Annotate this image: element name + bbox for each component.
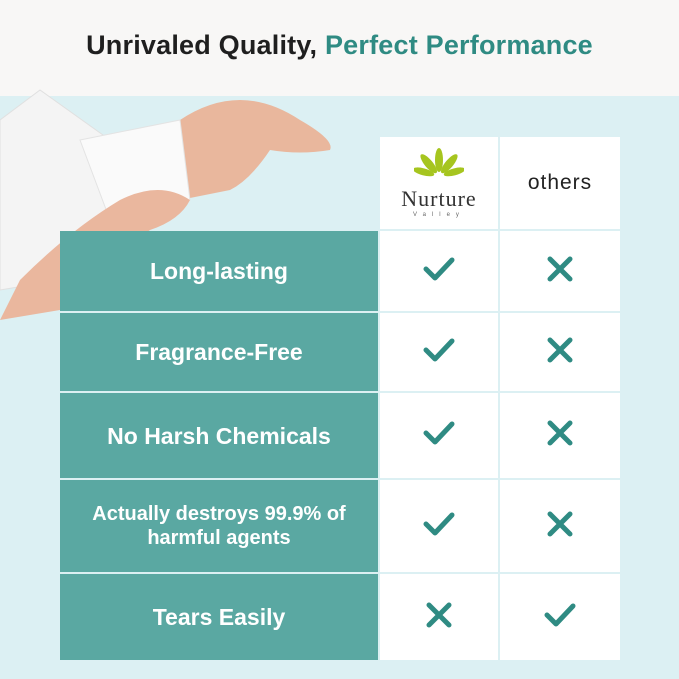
x-icon	[546, 510, 574, 543]
check-icon	[422, 419, 456, 452]
feature-label: Tears Easily	[60, 574, 378, 660]
page-title: Unrivaled Quality, Perfect Performance	[0, 30, 679, 61]
feature-label: Actually destroys 99.9% of harmful agent…	[60, 480, 378, 572]
check-icon	[543, 601, 577, 634]
others-label: others	[527, 171, 593, 194]
others-cell	[500, 480, 620, 572]
check-icon	[422, 255, 456, 288]
logo-subtext: Valley	[413, 212, 465, 218]
others-header-cell: others	[500, 137, 620, 229]
table-row: Tears Easily	[60, 574, 620, 660]
title-part-2: Perfect Performance	[324, 30, 593, 60]
brand-cell	[380, 231, 498, 311]
table-row: No Harsh Chemicals	[60, 393, 620, 478]
header-band	[0, 0, 679, 96]
feature-label: Fragrance-Free	[60, 313, 378, 391]
x-icon	[425, 601, 453, 634]
check-icon	[422, 336, 456, 369]
x-icon	[546, 419, 574, 452]
logo-text: Nurture	[401, 186, 477, 211]
brand-cell	[380, 313, 498, 391]
others-cell	[500, 393, 620, 478]
feature-label: No Harsh Chemicals	[60, 393, 378, 478]
table-row: Actually destroys 99.9% of harmful agent…	[60, 480, 620, 572]
table-row: Fragrance-Free	[60, 313, 620, 391]
brand-header-cell: Nurture Valley	[380, 137, 498, 229]
x-icon	[546, 255, 574, 288]
leaf-burst-icon	[413, 148, 464, 177]
title-part-1: Unrivaled Quality,	[86, 30, 325, 60]
nurture-valley-logo: Nurture Valley	[401, 148, 476, 218]
x-icon	[546, 336, 574, 369]
feature-label: Long-lasting	[60, 231, 378, 311]
check-icon	[422, 510, 456, 543]
others-cell	[500, 574, 620, 660]
table-row: Long-lasting	[60, 231, 620, 311]
brand-cell	[380, 393, 498, 478]
others-cell	[500, 231, 620, 311]
brand-cell	[380, 574, 498, 660]
others-cell	[500, 313, 620, 391]
brand-cell	[380, 480, 498, 572]
